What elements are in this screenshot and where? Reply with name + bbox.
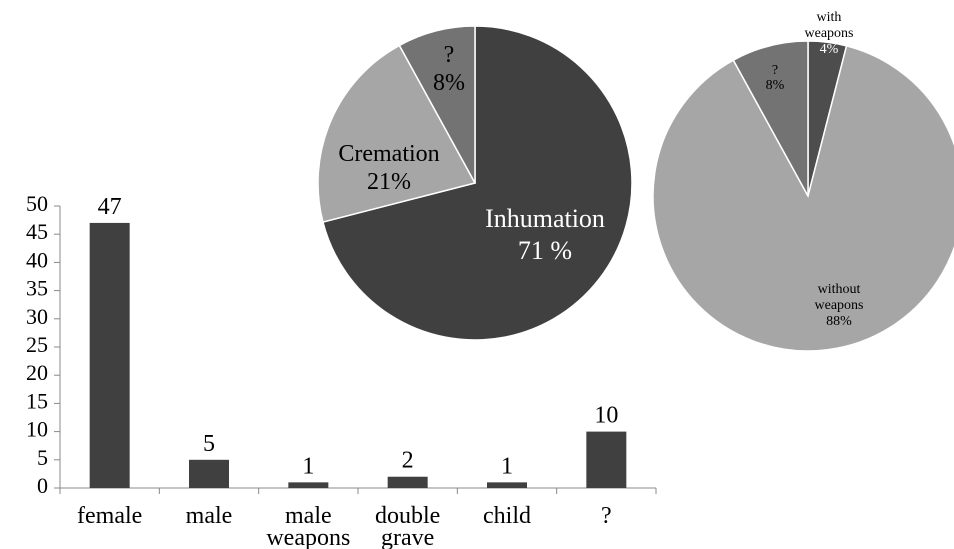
bar-unknown bbox=[586, 431, 627, 488]
pie-label-unknown: ? 8% bbox=[433, 42, 465, 96]
pie-slice-unknown bbox=[398, 25, 476, 184]
bar-male-weapons bbox=[288, 482, 329, 488]
x-tick-label-male-weapons: male weapons bbox=[266, 503, 350, 549]
pie-slice-without bbox=[652, 44, 954, 352]
bar-child bbox=[487, 482, 527, 488]
x-tick-label-double-grave: double grave bbox=[375, 503, 440, 549]
bar-chart: 0 5 10 15 20 25 30 35 40 45 50 47 female 5 male 1 male we… bbox=[26, 191, 657, 549]
y-tick-label: 50 bbox=[26, 191, 48, 216]
bar-male bbox=[189, 459, 229, 488]
y-tick-label: 40 bbox=[26, 247, 48, 272]
bar-female bbox=[89, 222, 130, 489]
x-tick-label-female: female bbox=[77, 503, 142, 529]
pie-slice-cremation bbox=[317, 44, 477, 223]
pie-slice-unknown bbox=[732, 40, 809, 197]
y-tick-label: 0 bbox=[37, 473, 48, 498]
data-label-double-grave: 2 bbox=[402, 448, 414, 474]
y-tick-label: 45 bbox=[26, 219, 48, 244]
y-tick-label: 10 bbox=[26, 417, 48, 442]
data-label-female: 47 bbox=[98, 194, 122, 220]
pie-chart-weapons: with weapons 4% without weapons 88% ? 8% bbox=[652, 10, 954, 352]
pie-label-cremation: Cremation 21% bbox=[338, 141, 439, 195]
y-tick-label: 35 bbox=[26, 276, 48, 301]
y-tick-label: 5 bbox=[37, 445, 48, 470]
x-tick-label-male: male bbox=[186, 503, 233, 529]
pie-chart-burial-type: Inhumation 71 % Cremation 21% ? 8% bbox=[317, 25, 633, 341]
pie-label-without: without weapons 88% bbox=[815, 282, 864, 329]
data-label-male-weapons: 1 bbox=[302, 453, 314, 479]
x-tick-label-unknown: ? bbox=[601, 503, 612, 529]
x-tick-label-child: child bbox=[483, 503, 531, 529]
y-tick-label: 15 bbox=[26, 388, 48, 413]
data-label-unknown: 10 bbox=[594, 403, 618, 429]
pie-slice-inhumation bbox=[322, 25, 633, 341]
pie-label-unknown: ? 8% bbox=[766, 63, 785, 93]
data-label-male: 5 bbox=[203, 431, 215, 457]
pie-label-inhumation: Inhumation 71 % bbox=[485, 204, 605, 265]
data-label-child: 1 bbox=[501, 453, 513, 479]
y-tick-label: 25 bbox=[26, 332, 48, 357]
y-tick-label: 20 bbox=[26, 360, 48, 385]
pie-label-with: with weapons 4% bbox=[805, 10, 854, 57]
bar-double-grave bbox=[387, 476, 428, 488]
y-tick-label: 30 bbox=[26, 304, 48, 329]
